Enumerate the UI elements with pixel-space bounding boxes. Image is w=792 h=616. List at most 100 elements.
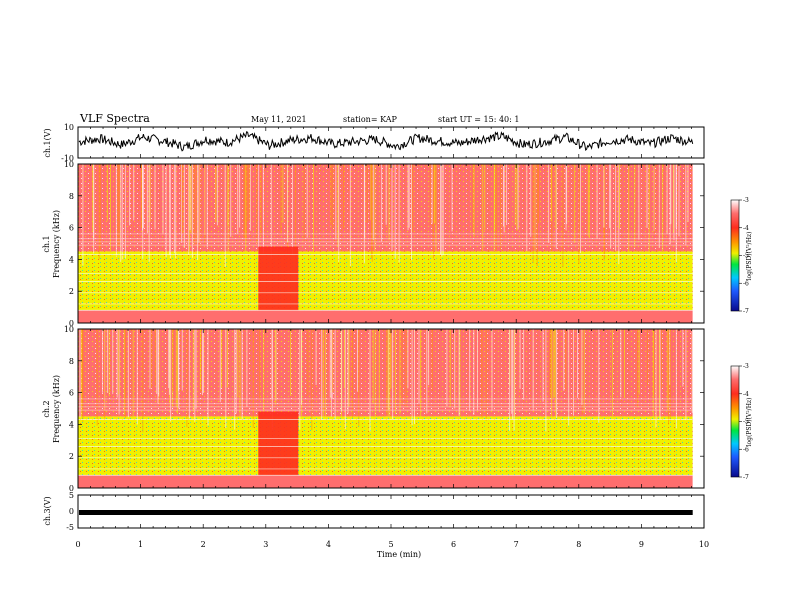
spectrum-streak [551,164,553,251]
spectrum-streak [315,329,317,385]
spectrum-streak [259,329,261,400]
time-axis: 0 1 2 3 4 5 6 7 8 9 10 Time (min) [75,127,709,559]
spectrum-streak [387,329,389,419]
spectrum-streak [618,164,620,265]
time-axis-ticks: 0 1 2 3 4 5 6 7 8 9 10 [75,127,709,549]
spectrum-band [78,310,693,323]
spectrum-streak [551,329,553,433]
spectrum-streak [364,164,366,239]
spectrum-streak [239,329,241,427]
spectrum-streak [290,329,292,396]
spectrum-streak [491,329,493,411]
spectrum-streak [428,329,430,386]
spectrum-streak [102,329,103,393]
spectrum-streak [370,164,372,221]
colorbar-tick-label: -7 [743,308,749,315]
spectrum-streak [519,329,521,390]
spectrum-streak [378,329,380,411]
spectrum-streak [263,329,265,427]
spectrum-streak [669,164,671,245]
spectrum-streak [493,164,495,256]
spectrum-streak [598,329,600,423]
spectrum-streak [573,164,575,244]
spectrum-streak [215,164,217,223]
spectrum-streak [685,164,687,246]
ch2-colorbar-gradient [730,365,740,478]
spectrum-streak [306,164,308,238]
spectrum-streak [349,164,351,266]
freq-tick-label: 10 [64,325,74,334]
spectrum-streak [252,329,254,428]
spectrum-streak [348,329,350,408]
spectrum-streak [668,329,669,425]
spectrum-streak [458,329,460,416]
spectrum-streak [118,329,120,395]
spectrum-streak [588,164,590,239]
spectrum-streak [670,164,672,225]
spectrum-streak [177,329,178,414]
spectrum-band [78,475,693,488]
time-tick-label: 5 [388,540,393,549]
spectrum-streak [563,329,565,391]
spectrum-streak [248,164,250,221]
spectrum-streak [123,329,125,415]
spectrum-streak [322,329,324,427]
spectrum-streak [385,164,387,225]
spectrum-streak [596,164,598,240]
spectrum-streak [388,164,390,241]
colorbar-tick-label: -4 [743,391,749,398]
spectrum-streak [568,329,570,426]
spectrum-streak [237,164,239,235]
spectrum-streak [511,329,513,414]
spectrum-streak [150,329,152,389]
spectrum-streak [127,329,129,418]
date-label: May 11, 2021 [251,115,307,124]
spectrum-streak [301,329,302,405]
spectrum-streak [181,329,183,391]
spectrum-streak [411,329,413,426]
spectrum-streak [162,164,164,235]
ch2-spectrogram-ylabel: Frequency (kHz) [52,375,61,443]
spectrum-streak [275,329,277,406]
spectrum-streak [556,329,558,418]
spectrum-streak [550,164,552,222]
spectrum-streak [523,329,525,400]
spectrum-streak [516,164,518,231]
spectrum-streak [381,164,383,242]
spectrum-streak [183,164,185,248]
spectrum-streak [193,164,195,246]
spectrum-streak [246,329,248,408]
spectrum-streak [204,164,206,244]
spectrum-streak [503,164,505,233]
spectrum-streak [374,329,376,429]
spectrum-streak [532,329,534,411]
spectrum-streak [98,164,100,259]
spectrum-streak [189,164,191,231]
spectrum-streak [170,329,172,422]
spectrum-streak [646,164,648,229]
spectrum-streak [583,329,585,414]
spectrum-streak [435,164,437,225]
spectrum-streak [241,329,243,419]
spectrum-streak [175,164,177,259]
spectrum-streak [638,329,640,395]
spectrum-streak [93,164,95,254]
spectrum-streak [542,329,544,402]
spectrum-streak [337,164,339,247]
spectrum-streak [431,164,433,224]
spectrum-texture [78,164,693,252]
spectrum-streak [294,164,296,260]
spectrum-streak [555,164,557,230]
spectrum-streak [146,164,148,234]
spectrum-streak [418,329,420,404]
ch2-colorbar-ticks: -3 -4 -5 -6 -7 [739,363,749,481]
spectrum-streak [344,329,346,430]
spectrum-streak [536,164,538,267]
ch1-spectrogram-ylabel-channel: ch.1 [42,235,51,252]
spectrum-streak [506,164,508,226]
spectrum-streak [372,164,374,240]
spectrum-streak [433,164,434,259]
spectrum-streak [104,329,106,419]
spectrum-streak [401,329,403,406]
spectrum-streak [371,164,373,262]
